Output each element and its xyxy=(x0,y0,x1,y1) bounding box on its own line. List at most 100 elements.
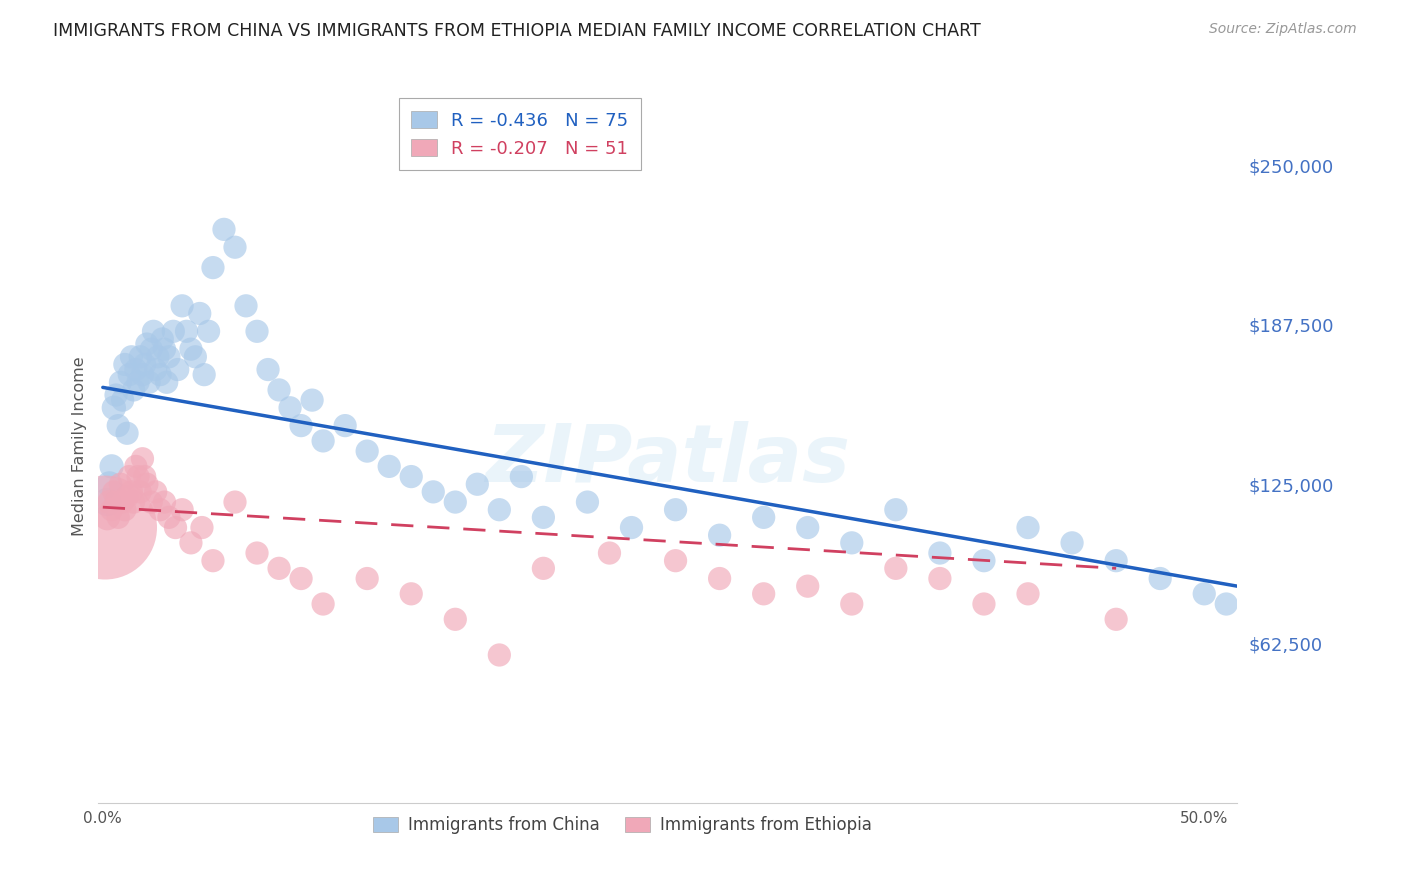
Point xyxy=(141,495,163,509)
Point xyxy=(129,350,152,364)
Point xyxy=(96,510,118,524)
Point xyxy=(129,484,152,499)
Point xyxy=(172,299,194,313)
Point xyxy=(176,324,198,338)
Point xyxy=(1017,587,1039,601)
Point xyxy=(1215,597,1237,611)
Point xyxy=(488,648,510,662)
Point xyxy=(709,572,731,586)
Point xyxy=(180,342,202,356)
Y-axis label: Median Family Income: Median Family Income xyxy=(72,356,87,536)
Point xyxy=(146,350,169,364)
Point xyxy=(118,368,141,382)
Point xyxy=(197,324,219,338)
Point xyxy=(115,490,138,504)
Point xyxy=(257,362,280,376)
Point xyxy=(172,502,194,516)
Point xyxy=(138,376,160,390)
Point xyxy=(135,477,157,491)
Point xyxy=(157,350,180,364)
Point xyxy=(110,477,132,491)
Point xyxy=(145,362,167,376)
Point xyxy=(752,510,775,524)
Point xyxy=(246,546,269,560)
Point xyxy=(201,260,224,275)
Point xyxy=(333,418,356,433)
Point xyxy=(122,383,145,397)
Point xyxy=(1149,572,1171,586)
Point xyxy=(709,528,731,542)
Point xyxy=(125,459,148,474)
Point xyxy=(796,579,818,593)
Point xyxy=(111,495,134,509)
Text: IMMIGRANTS FROM CHINA VS IMMIGRANTS FROM ETHIOPIA MEDIAN FAMILY INCOME CORRELATI: IMMIGRANTS FROM CHINA VS IMMIGRANTS FROM… xyxy=(53,22,981,40)
Point xyxy=(841,597,863,611)
Point xyxy=(96,495,118,509)
Point xyxy=(98,495,121,509)
Point xyxy=(224,495,246,509)
Point xyxy=(1060,536,1083,550)
Point xyxy=(103,401,125,415)
Point xyxy=(100,502,122,516)
Point xyxy=(278,401,301,415)
Point xyxy=(149,502,172,516)
Legend: Immigrants from China, Immigrants from Ethiopia: Immigrants from China, Immigrants from E… xyxy=(367,810,879,841)
Point xyxy=(165,520,187,534)
Point xyxy=(188,306,211,320)
Point xyxy=(290,572,312,586)
Point xyxy=(131,368,153,382)
Point xyxy=(1105,554,1128,568)
Point xyxy=(125,362,148,376)
Point xyxy=(111,393,134,408)
Point xyxy=(153,495,176,509)
Point xyxy=(267,383,290,397)
Point xyxy=(796,520,818,534)
Point xyxy=(598,546,620,560)
Point xyxy=(290,418,312,433)
Point xyxy=(141,342,163,356)
Point xyxy=(105,388,128,402)
Point xyxy=(107,510,129,524)
Point xyxy=(156,376,179,390)
Point xyxy=(193,368,215,382)
Point xyxy=(267,561,290,575)
Point xyxy=(1192,587,1215,601)
Point xyxy=(928,546,950,560)
Point xyxy=(103,484,125,499)
Point xyxy=(134,358,156,372)
Point xyxy=(664,502,686,516)
Point xyxy=(134,469,156,483)
Point xyxy=(312,597,335,611)
Point xyxy=(162,324,184,338)
Point xyxy=(118,469,141,483)
Point xyxy=(510,469,533,483)
Point xyxy=(157,510,180,524)
Point xyxy=(531,510,554,524)
Point xyxy=(107,418,129,433)
Point xyxy=(488,502,510,516)
Point xyxy=(884,502,907,516)
Point xyxy=(928,572,950,586)
Point xyxy=(356,572,378,586)
Point xyxy=(378,459,401,474)
Point xyxy=(180,536,202,550)
Point xyxy=(973,554,995,568)
Point xyxy=(110,376,132,390)
Point xyxy=(444,495,467,509)
Point xyxy=(224,240,246,254)
Point xyxy=(399,469,422,483)
Point xyxy=(465,477,488,491)
Point xyxy=(94,520,117,534)
Point xyxy=(1105,612,1128,626)
Point xyxy=(664,554,686,568)
Point xyxy=(973,597,995,611)
Point xyxy=(884,561,907,575)
Point xyxy=(1017,520,1039,534)
Point xyxy=(114,358,136,372)
Point xyxy=(150,332,173,346)
Point xyxy=(184,350,207,364)
Point xyxy=(422,484,444,499)
Point xyxy=(153,342,176,356)
Point xyxy=(142,324,165,338)
Point xyxy=(235,299,257,313)
